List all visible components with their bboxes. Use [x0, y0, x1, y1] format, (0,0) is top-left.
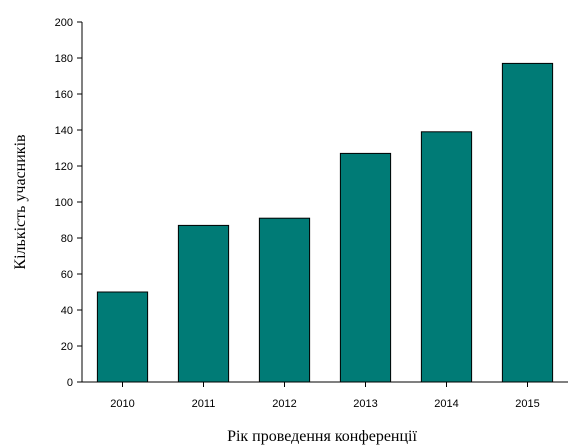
x-tick-label: 2010 [110, 398, 134, 410]
bar-2013 [339, 152, 392, 383]
x-tick-label: 2011 [192, 398, 216, 410]
x-tick-label: 2013 [353, 398, 377, 410]
y-axis-title: Кількість учасників [12, 134, 29, 270]
x-ticks: 2010 2011 2012 2013 2014 2015 [110, 382, 540, 410]
y-tick-label: 0 [67, 377, 73, 389]
y-tick-label: 200 [55, 17, 73, 29]
y-tick-label: 100 [55, 197, 73, 209]
y-ticks: 0 20 40 60 80 100 120 140 160 180 200 [55, 17, 82, 389]
bars [96, 62, 554, 383]
bar-2014 [420, 131, 473, 383]
bar-2015 [501, 62, 554, 383]
bar-2010 [96, 291, 149, 383]
plot-area: 0 20 40 60 80 100 120 140 160 180 200 2010 2011 2012… [55, 17, 568, 410]
x-tick-label: 2015 [515, 398, 539, 410]
y-tick-label: 140 [55, 125, 73, 137]
y-tick-label: 120 [55, 161, 73, 173]
x-tick-label: 2012 [272, 398, 296, 410]
bar-2011 [177, 224, 230, 383]
y-tick-label: 20 [61, 341, 73, 353]
bar-2012 [258, 217, 311, 383]
x-tick-label: 2014 [434, 398, 458, 410]
y-tick-label: 160 [55, 89, 73, 101]
y-tick-label: 180 [55, 53, 73, 65]
y-tick-label: 60 [61, 269, 73, 281]
x-axis-title: Рік проведення конференції [227, 428, 417, 445]
y-tick-label: 80 [61, 233, 73, 245]
y-tick-label: 40 [61, 305, 73, 317]
